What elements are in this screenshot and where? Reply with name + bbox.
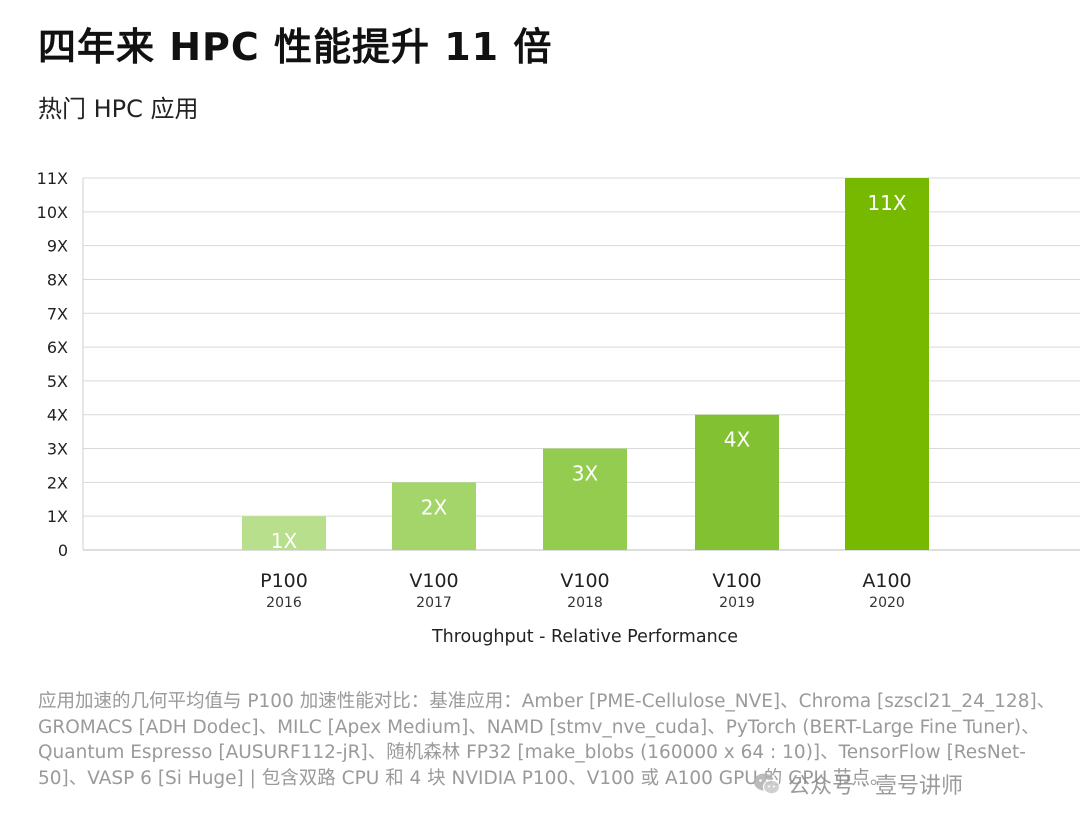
x-tick-year: 2018 (567, 595, 603, 611)
y-tick-label: 2X (47, 473, 68, 492)
bar-value-label: 4X (724, 428, 751, 452)
y-tick-label: 10X (37, 203, 68, 222)
x-axis-label: Throughput - Relative Performance (431, 627, 738, 647)
y-tick-label: 5X (47, 372, 68, 391)
x-tick-year: 2016 (266, 595, 302, 611)
page-title: 四年来 HPC 性能提升 11 倍 (38, 25, 553, 69)
watermark-text: 公众号 · 壹号讲师 (788, 774, 963, 799)
x-tick-label: V100 (712, 570, 761, 592)
y-tick-label: 6X (47, 338, 68, 357)
bar (695, 414, 779, 550)
bar-value-label: 1X (271, 529, 298, 553)
wechat-icon (754, 773, 781, 795)
x-tick-year: 2020 (869, 595, 905, 611)
bar-chart: 0 1X 2X 3X 4X 5X 6X 7X 8X 9X 10X 11X 1X 2X 3X 4X 11X P1… (37, 169, 1080, 647)
x-tick-label: A100 (862, 570, 911, 592)
y-tick-label: 11X (37, 169, 68, 188)
bar-value-label: 3X (572, 462, 599, 486)
x-tick-label: P100 (260, 570, 308, 592)
x-tick-year: 2019 (719, 595, 755, 611)
y-tick-label: 4X (47, 406, 68, 425)
bar-value-label: 2X (421, 495, 448, 519)
y-tick-label: 9X (47, 237, 68, 256)
bar-value-label: 11X (867, 191, 906, 215)
bar (242, 516, 326, 550)
bar (845, 178, 929, 550)
bar (392, 482, 476, 550)
bars: 1X 2X 3X 4X 11X (242, 178, 929, 553)
watermark: 公众号 · 壹号讲师 (752, 768, 963, 800)
x-tick-label: V100 (560, 570, 609, 592)
y-tick-label: 3X (47, 440, 68, 459)
x-axis-ticks: P100 2016 V100 2017 V100 2018 V100 2019 A100 2020 (260, 570, 912, 611)
x-tick-year: 2017 (416, 595, 452, 611)
x-tick-label: V100 (409, 570, 458, 592)
page-subtitle: 热门 HPC 应用 (38, 95, 199, 123)
y-tick-label: 0 (58, 541, 68, 560)
y-axis-ticks: 0 1X 2X 3X 4X 5X 6X 7X 8X 9X 10X 11X (37, 169, 68, 560)
footnote: 应用加速的几何平均值与 P100 加速性能对比：基准应用：Amber [PME-… (38, 691, 1056, 789)
y-tick-label: 7X (47, 304, 68, 323)
y-tick-label: 1X (47, 507, 68, 526)
bar (543, 448, 627, 550)
y-tick-label: 8X (47, 270, 68, 289)
